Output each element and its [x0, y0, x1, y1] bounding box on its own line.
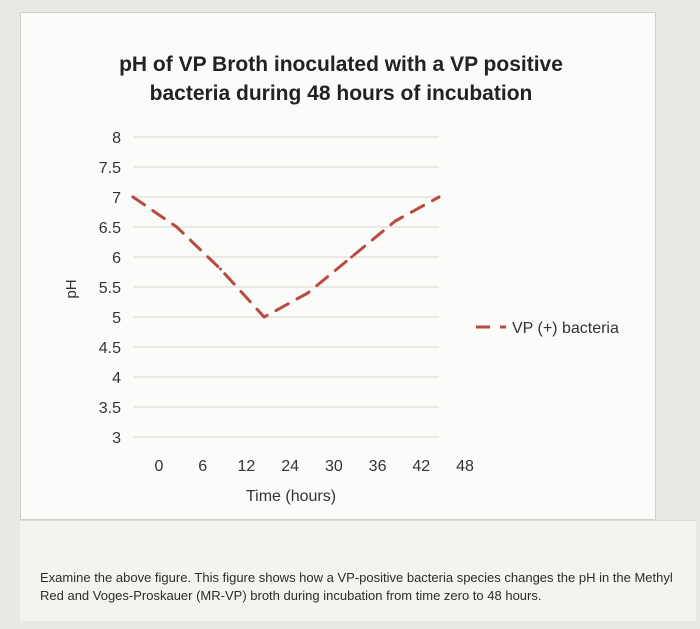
data-point: [262, 315, 266, 319]
data-point: [175, 225, 179, 229]
data-point: [131, 195, 135, 199]
x-tick-label: 0: [155, 458, 164, 475]
data-point: [306, 291, 310, 295]
legend-label: VP (+) bacteria: [512, 320, 619, 337]
y-tick-label: 4.5: [99, 340, 121, 357]
data-point: [350, 255, 354, 259]
x-tick-label: 42: [412, 458, 430, 475]
chart-frame: pH of VP Broth inoculated with a VP posi…: [20, 12, 656, 520]
line-chart: pH of VP Broth inoculated with a VP posi…: [63, 53, 619, 505]
x-axis-label: Time (hours): [246, 488, 336, 505]
question-text: Examine the above figure. This figure sh…: [40, 570, 673, 603]
chart-title-line: pH of VP Broth inoculated with a VP posi…: [119, 53, 563, 76]
question-panel: Examine the above figure. This figure sh…: [20, 520, 696, 621]
x-tick-label: 12: [238, 458, 256, 475]
series-line: [131, 195, 441, 319]
data-point: [218, 267, 222, 271]
y-tick-label: 6: [112, 250, 121, 267]
y-tick-label: 7.5: [99, 160, 121, 177]
data-point: [393, 219, 397, 223]
y-tick-label: 8: [112, 130, 121, 147]
chart-title-line: bacteria during 48 hours of incubation: [150, 82, 533, 105]
x-tick-label: 48: [456, 458, 474, 475]
y-tick-label: 7: [112, 190, 121, 207]
y-tick-label: 5.5: [99, 280, 121, 297]
y-tick-label: 4: [112, 370, 121, 387]
x-tick-label: 36: [369, 458, 387, 475]
y-axis-label: pH: [63, 279, 80, 298]
x-tick-label: 24: [281, 458, 299, 475]
x-tick-label: 6: [198, 458, 207, 475]
y-tick-label: 6.5: [99, 220, 121, 237]
y-tick-label: 3: [112, 430, 121, 447]
x-tick-label: 30: [325, 458, 343, 475]
y-tick-label: 5: [112, 310, 121, 327]
data-point: [437, 195, 441, 199]
y-tick-label: 3.5: [99, 400, 121, 417]
